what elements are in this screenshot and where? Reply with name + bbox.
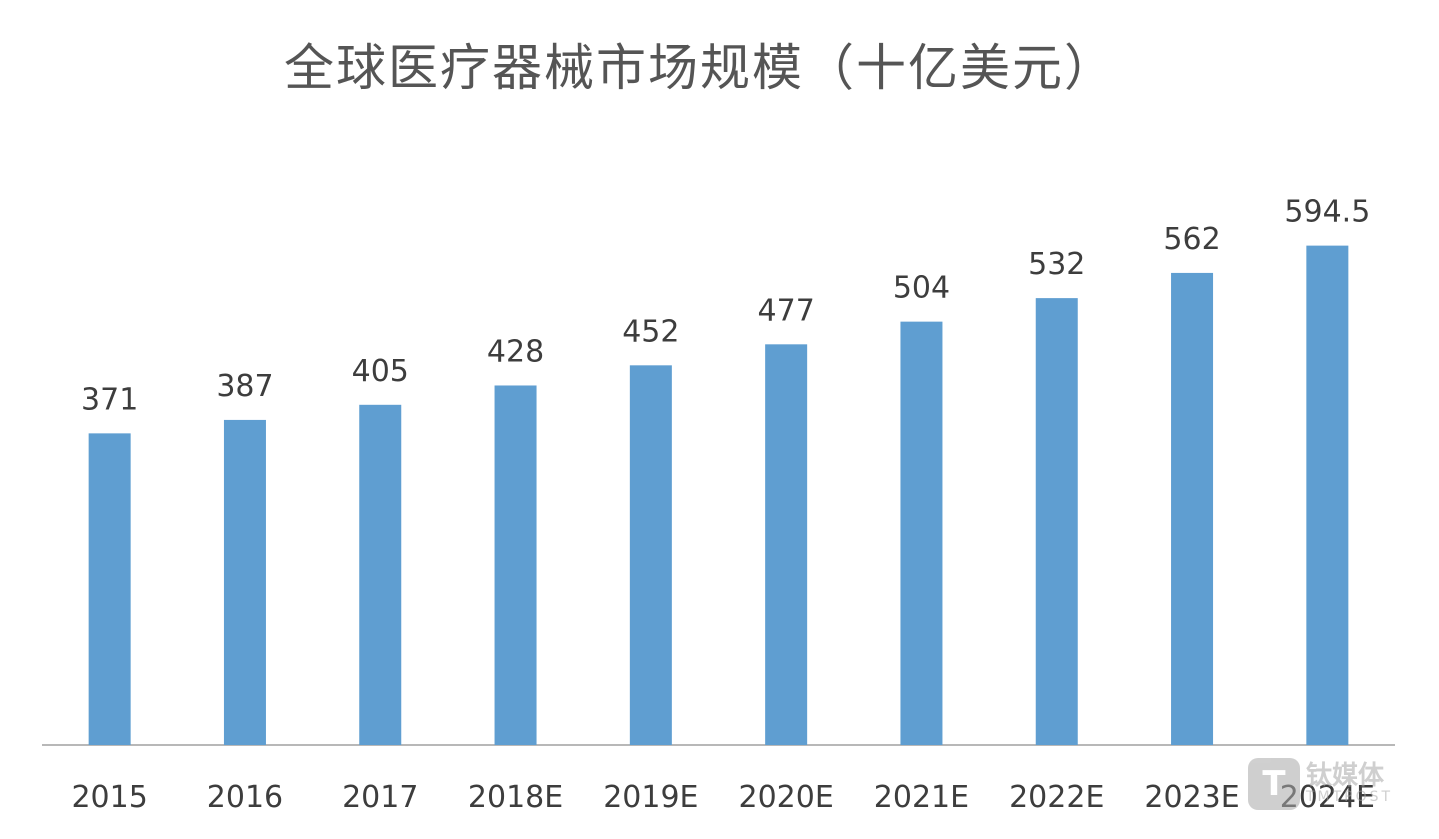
x-tick-label-2021E: 2021E bbox=[874, 780, 969, 815]
x-tick-label-2022E: 2022E bbox=[1009, 780, 1104, 815]
watermark-sub: TMTPOST bbox=[1306, 789, 1394, 806]
bar-2018E bbox=[494, 385, 537, 745]
bar-2021E bbox=[900, 321, 943, 745]
value-label-2022E: 532 bbox=[1028, 247, 1085, 282]
bar-2020E bbox=[765, 344, 808, 745]
bar-2023E bbox=[1171, 272, 1214, 745]
x-tick-labels-group: 2015 2016 2017 2018E 2019E 2020E 2021E 2022E 202… bbox=[71, 780, 1375, 815]
value-label-2017: 405 bbox=[352, 354, 409, 389]
x-tick-label-2016: 2016 bbox=[207, 780, 283, 815]
x-tick-label-2019E: 2019E bbox=[603, 780, 698, 815]
value-label-2015: 371 bbox=[81, 382, 138, 417]
watermark-text: 钛媒体 TMTPOST bbox=[1306, 761, 1394, 806]
chart-title: 全球医疗器械市场规模（十亿美元） bbox=[284, 39, 1116, 97]
value-label-2018E: 428 bbox=[487, 334, 544, 369]
value-label-2016: 387 bbox=[216, 369, 273, 404]
value-label-2021E: 504 bbox=[893, 271, 950, 306]
value-label-2019E: 452 bbox=[622, 314, 679, 349]
value-label-2023E: 562 bbox=[1163, 222, 1220, 257]
value-label-2024E: 594.5 bbox=[1284, 195, 1370, 230]
bar-2019E bbox=[629, 365, 672, 745]
bar-2016 bbox=[223, 419, 266, 745]
watermark: T 钛媒体 TMTPOST bbox=[1248, 758, 1393, 810]
x-tick-label-2017: 2017 bbox=[342, 780, 418, 815]
value-label-2020E: 477 bbox=[758, 293, 815, 328]
bar-2024E bbox=[1306, 245, 1349, 745]
bars-group bbox=[88, 245, 1349, 745]
bar-2022E bbox=[1035, 298, 1078, 745]
x-tick-label-2023E: 2023E bbox=[1144, 780, 1239, 815]
tmtpost-logo-icon: T bbox=[1248, 758, 1300, 810]
value-labels-group: 371 387 405 428 452 477 504 532 562 594.5 bbox=[81, 195, 1370, 418]
bar-2017 bbox=[359, 404, 402, 745]
x-tick-label-2020E: 2020E bbox=[738, 780, 833, 815]
bar-2015 bbox=[88, 433, 131, 745]
x-tick-label-2018E: 2018E bbox=[468, 780, 563, 815]
x-tick-label-2015: 2015 bbox=[71, 780, 147, 815]
watermark-name: 钛媒体 bbox=[1306, 761, 1385, 791]
